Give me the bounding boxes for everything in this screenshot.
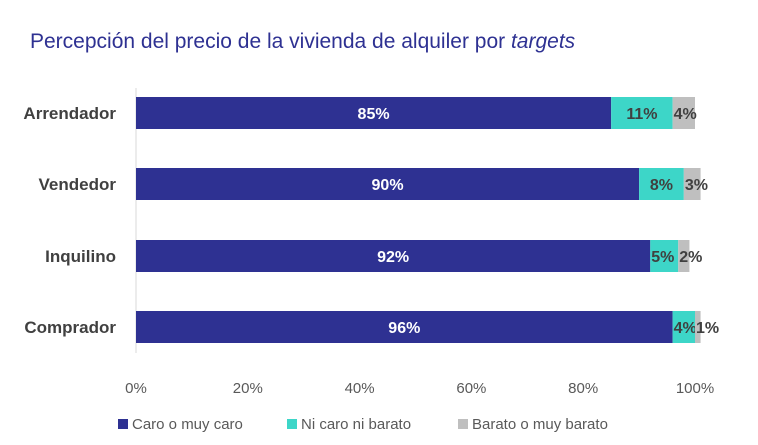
bar-segment	[678, 240, 690, 272]
data-label: 4%	[674, 320, 697, 337]
bar-segment	[611, 97, 673, 129]
x-tick-label: 40%	[345, 380, 375, 397]
x-tick-label: 80%	[568, 380, 598, 397]
data-label: 5%	[651, 249, 674, 266]
legend: Caro o muy caro Ni caro ni barato Barato o…	[118, 416, 608, 433]
category-label: Arrendador	[23, 104, 116, 123]
bar-segment	[136, 240, 651, 272]
bar-segment	[136, 168, 640, 200]
data-label: 3%	[685, 177, 708, 194]
category-label: Vendedor	[39, 175, 117, 194]
data-label: 92%	[377, 249, 409, 266]
data-label: 2%	[679, 249, 702, 266]
category-labels: Arrendador Vendedor Inquilino Comprador	[23, 104, 116, 337]
data-label: 4%	[674, 106, 697, 123]
bar-segment	[683, 168, 701, 200]
chart-title: Percepción del precio de la vivienda de …	[30, 30, 576, 53]
data-label: 1%	[696, 320, 719, 337]
bar-segment	[639, 168, 684, 200]
bar-segment	[695, 311, 701, 343]
legend-swatch	[287, 419, 297, 429]
bar-segment	[672, 97, 695, 129]
bar-segment	[136, 97, 612, 129]
category-label: Comprador	[24, 318, 116, 337]
chart-title-italic: targets	[511, 30, 576, 53]
x-tick-labels: 0% 20% 40% 60% 80% 100%	[125, 380, 714, 397]
x-tick-label: 100%	[676, 380, 714, 397]
legend-label: Barato o muy barato	[472, 416, 608, 433]
legend-swatch	[458, 419, 468, 429]
category-label: Inquilino	[45, 247, 116, 266]
bar-segment	[650, 240, 679, 272]
data-label: 96%	[388, 320, 420, 337]
bar-segment	[672, 311, 695, 343]
legend-label: Caro o muy caro	[132, 416, 243, 433]
data-label: 8%	[650, 177, 673, 194]
legend-swatch	[118, 419, 128, 429]
chart-title-main: Percepción del precio de la vivienda de …	[30, 30, 511, 53]
data-label: 11%	[626, 106, 657, 123]
x-tick-label: 60%	[456, 380, 486, 397]
legend-label: Ni caro ni barato	[301, 416, 411, 433]
x-tick-label: 20%	[233, 380, 263, 397]
x-tick-label: 0%	[125, 380, 147, 397]
data-label: 90%	[372, 177, 404, 194]
bar-segment	[136, 311, 673, 343]
bars-group: 85% 11% 4%90% 8% 3%92% 5% 2%96% 4% 1%	[136, 97, 719, 343]
data-label: 85%	[358, 106, 390, 123]
